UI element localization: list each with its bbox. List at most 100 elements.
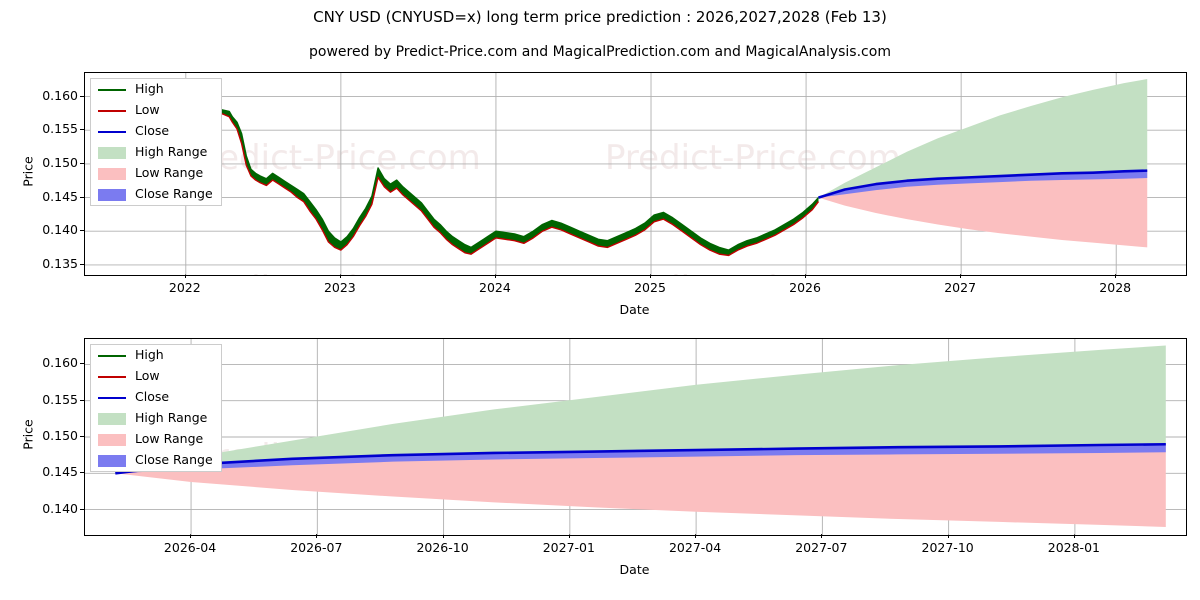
y-axis-tick-label: 0.135	[42, 255, 78, 271]
legend-label: Low Range	[135, 165, 204, 181]
legend-label: Close	[135, 389, 170, 405]
legend-label: High Range	[135, 144, 208, 160]
legend-item[interactable]: Low	[91, 100, 221, 121]
y-axis-tick-label: 0.150	[42, 154, 78, 170]
legend-item[interactable]: Low	[91, 366, 221, 387]
legend-fill-swatch	[98, 454, 126, 467]
legend-line-swatch	[98, 105, 126, 117]
close-range-band	[115, 443, 1166, 474]
x-axis-tick-label: 2026-10	[416, 540, 469, 555]
x-axis-tick	[695, 534, 697, 538]
x-axis-tick-label: 2022	[168, 280, 201, 295]
y-axis-title: Price	[20, 419, 36, 450]
history-high-line	[92, 104, 819, 251]
y-axis-tick	[80, 399, 84, 401]
legend-item[interactable]: Close	[91, 387, 221, 408]
legend-item[interactable]: Low Range	[91, 429, 221, 450]
legend-label: Low	[135, 368, 160, 384]
x-axis-tick-label: 2026-04	[163, 540, 217, 555]
x-axis-tick	[805, 274, 807, 278]
legend-item[interactable]: High	[91, 345, 221, 366]
y-axis-tick-label: 0.155	[42, 121, 78, 137]
x-axis-tick-label: 2028	[1099, 280, 1132, 295]
legend-label: Low	[135, 102, 160, 118]
x-axis-tick-label: 2026-07	[290, 540, 343, 555]
close-forecast-line	[115, 442, 1166, 475]
y-axis-tick-label: 0.155	[42, 391, 78, 407]
y-axis-tick-label: 0.160	[42, 355, 78, 371]
legend-line-swatch	[98, 126, 126, 138]
x-axis-tick-label: 2027	[944, 280, 977, 295]
x-axis-tick-label: 2027-04	[668, 540, 722, 555]
x-axis-tick	[184, 274, 186, 278]
legend-fill-swatch	[98, 433, 126, 446]
x-axis-tick-label: 2024	[479, 280, 511, 295]
legend-item[interactable]: Close Range	[91, 450, 221, 471]
x-axis-tick	[494, 274, 496, 278]
x-axis-tick	[960, 274, 962, 278]
legend-item[interactable]: Close Range	[91, 184, 221, 205]
x-axis-tick-label: 2025	[634, 280, 666, 295]
legend-item[interactable]: High	[91, 79, 221, 100]
legend-line-swatch	[98, 392, 126, 404]
x-axis-tick-label: 2027-07	[795, 540, 848, 555]
x-axis-tick-label: 2027-01	[542, 540, 595, 555]
legend-label: High	[135, 81, 164, 97]
bottom-legend: High Low Close High Range Low Range Close Ran…	[90, 344, 222, 472]
y-axis-tick-label: 0.145	[42, 464, 78, 480]
legend-fill-swatch	[98, 412, 126, 425]
x-axis-tick	[650, 274, 651, 278]
x-axis-tick	[1073, 534, 1075, 538]
legend-line-swatch	[98, 350, 126, 362]
high-range-band	[115, 345, 1166, 474]
x-axis-title: Date	[619, 302, 650, 317]
y-axis-tick	[80, 129, 84, 131]
top-plot-area: Predict-Price.comPredict-Price.comPredic…	[84, 72, 1187, 276]
x-axis-tick	[821, 534, 823, 538]
y-axis-tick	[80, 436, 84, 437]
page-title: CNY USD (CNYUSD=x) long term price predi…	[313, 8, 887, 26]
legend-label: Close	[135, 123, 170, 139]
close-forecast-line	[818, 169, 1148, 199]
x-axis-tick	[568, 534, 570, 538]
y-axis-tick-label: 0.140	[42, 500, 78, 516]
legend-line-swatch	[98, 84, 126, 96]
x-axis-tick-label: 2028-01	[1047, 540, 1100, 555]
x-axis-tick	[190, 534, 192, 538]
legend-fill-swatch	[98, 146, 126, 159]
x-axis-tick-label: 2023	[323, 280, 356, 295]
y-axis-tick	[80, 230, 84, 232]
legend-item[interactable]: Low Range	[91, 163, 221, 184]
top-plot-svg	[85, 73, 1186, 275]
legend-item[interactable]: High Range	[91, 408, 221, 429]
x-axis-tick	[316, 534, 318, 538]
low-range-band	[115, 444, 1166, 528]
x-axis-tick	[947, 534, 949, 538]
y-axis-tick	[80, 162, 84, 164]
legend-item[interactable]: Close	[91, 121, 221, 142]
history-low-line	[92, 107, 820, 257]
legend-label: Close Range	[135, 186, 213, 202]
x-axis-tick-label: 2027-10	[921, 540, 974, 555]
low-range-band	[818, 170, 1148, 248]
legend-label: Low Range	[135, 431, 204, 447]
high-range-band	[818, 79, 1148, 198]
x-axis-title: Date	[619, 562, 650, 577]
legend-item[interactable]: High Range	[91, 142, 221, 163]
y-axis-tick-label: 0.145	[42, 188, 78, 204]
y-axis-tick-label: 0.160	[42, 87, 78, 103]
x-axis-tick-label: 2026	[789, 280, 821, 295]
close-range-band	[818, 169, 1148, 198]
y-axis-tick	[80, 508, 84, 510]
x-axis-tick	[339, 274, 341, 278]
legend-fill-swatch	[98, 167, 126, 180]
x-axis-tick	[442, 534, 444, 538]
y-axis-tick	[80, 95, 84, 97]
y-axis-tick-label: 0.150	[42, 428, 78, 443]
bottom-plot-svg	[85, 339, 1186, 535]
page-subtitle: powered by Predict-Price.com and Magical…	[309, 44, 891, 60]
legend-line-swatch	[98, 371, 126, 383]
y-axis-tick	[80, 363, 84, 365]
